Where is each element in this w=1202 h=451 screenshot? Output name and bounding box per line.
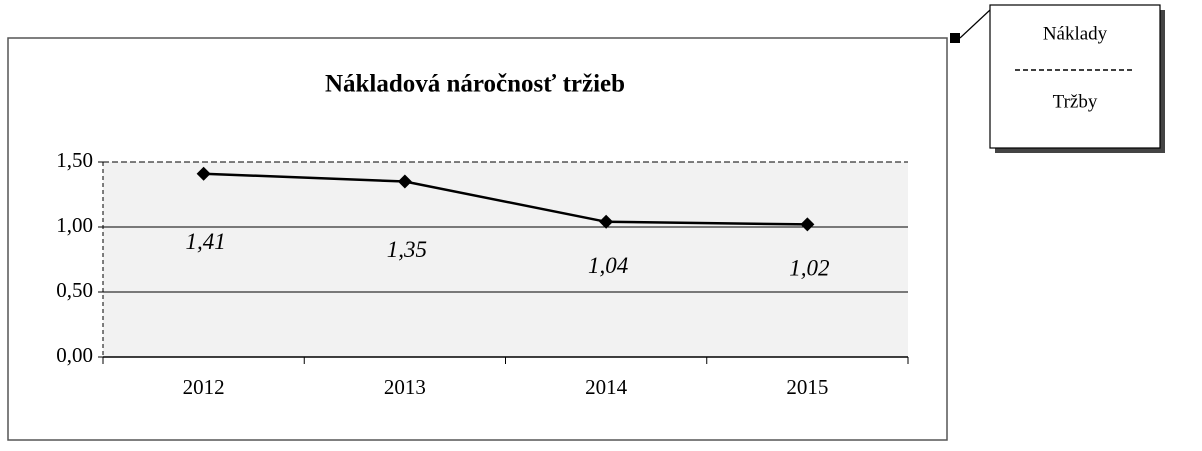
callout-anchor [950,33,960,43]
plot-area [103,162,908,357]
data-point [196,166,211,181]
data-label: 1,41 [186,229,226,254]
x-tick-label: 2014 [585,375,628,399]
data-label: 1,04 [588,253,628,278]
callout-connector [959,9,991,39]
data-label: 1,02 [789,256,829,281]
y-tick-label: 0,50 [56,278,93,302]
y-tick-label: 0,00 [56,343,93,367]
x-tick-label: 2013 [384,375,426,399]
callout-numerator: Náklady [1043,23,1108,44]
callout-box [989,4,1161,149]
data-point [397,174,412,189]
data-point [800,217,815,232]
x-tick-label: 2012 [183,375,225,399]
callout-denominator: Tržby [1053,91,1098,112]
line-series [203,172,808,226]
y-tick-label: 1,00 [56,213,93,237]
y-tick-label: 1,50 [56,148,93,172]
data-point [599,214,614,229]
chart-title: Nákladová náročnosť tržieb [325,71,625,98]
x-tick-label: 2015 [786,375,828,399]
data-label: 1,35 [387,237,427,262]
